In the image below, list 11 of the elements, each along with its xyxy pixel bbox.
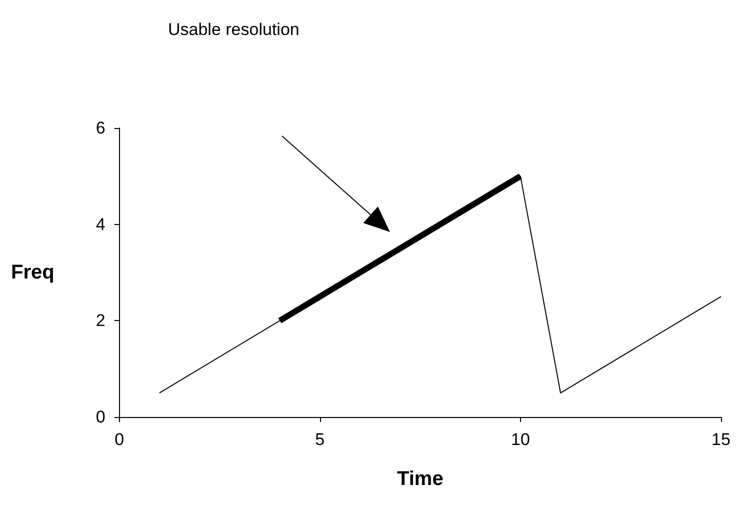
x-tick-label: 5 bbox=[315, 430, 325, 449]
x-tick-label: 15 bbox=[712, 430, 730, 449]
x-tick-label: 0 bbox=[114, 430, 124, 449]
x-axis-title: Time bbox=[397, 468, 444, 490]
text: Usable resolution bbox=[168, 20, 300, 39]
x-tick-label: 10 bbox=[510, 430, 530, 449]
y-tick-label: 4 bbox=[96, 214, 106, 234]
y-tick-label: 2 bbox=[96, 311, 106, 330]
y-tick-label: 0 bbox=[96, 408, 106, 426]
y-axis-title: Freq bbox=[10, 262, 54, 284]
y-tick-label: 6 bbox=[96, 118, 106, 138]
